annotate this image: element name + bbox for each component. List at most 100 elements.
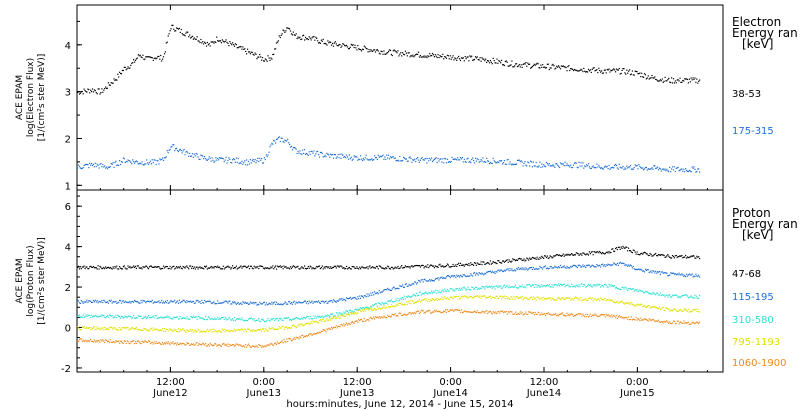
data-point (158, 300, 160, 302)
data-point (376, 306, 378, 308)
data-point (233, 44, 235, 46)
data-point (316, 321, 318, 323)
data-point (517, 312, 519, 315)
data-point (276, 341, 279, 343)
data-point (139, 342, 141, 344)
data-point (197, 156, 199, 158)
data-point (269, 59, 271, 61)
data-point (692, 309, 694, 311)
data-point (329, 328, 331, 330)
data-point (215, 265, 217, 268)
data-point (141, 317, 143, 320)
data-point (136, 317, 138, 319)
data-point (565, 315, 567, 317)
data-point (140, 163, 142, 165)
data-point (647, 320, 649, 322)
data-point (569, 315, 571, 317)
data-point (654, 253, 656, 255)
data-point (190, 330, 193, 332)
proton-series-1060-1900 (77, 309, 701, 349)
data-point (190, 315, 192, 318)
data-point (618, 301, 620, 304)
data-point (522, 314, 524, 316)
data-point (629, 319, 631, 321)
data-point (256, 58, 258, 60)
data-point (153, 159, 155, 161)
data-point (267, 55, 269, 57)
data-point (77, 340, 80, 342)
data-point (396, 315, 398, 317)
data-point (445, 265, 447, 268)
data-point (205, 266, 207, 268)
data-point (559, 162, 562, 164)
data-point (190, 343, 193, 345)
data-point (643, 271, 646, 273)
data-point (253, 330, 255, 332)
data-point (364, 295, 366, 297)
data-point (464, 310, 466, 312)
data-point (652, 270, 654, 272)
data-point (547, 312, 549, 314)
data-point (428, 160, 430, 162)
data-point (226, 345, 228, 347)
data-point (482, 58, 484, 60)
data-point (184, 344, 186, 346)
data-point (621, 286, 623, 288)
data-point (404, 265, 406, 267)
data-point (307, 265, 309, 268)
data-point (468, 161, 470, 163)
data-point (172, 301, 174, 303)
data-point (400, 52, 402, 54)
data-point (664, 76, 666, 78)
data-point (312, 334, 314, 336)
data-point (323, 320, 325, 322)
data-point (680, 296, 682, 298)
data-point (188, 155, 190, 157)
data-point (662, 81, 664, 83)
data-point (169, 265, 171, 268)
data-point (301, 302, 303, 304)
data-point (178, 343, 180, 345)
data-point (239, 344, 241, 346)
data-point (673, 166, 675, 168)
data-point (321, 315, 323, 317)
data-point (152, 59, 154, 61)
data-point (239, 46, 241, 48)
data-point (284, 301, 286, 303)
data-point (165, 328, 167, 331)
data-point (191, 329, 194, 331)
data-point (338, 325, 340, 327)
data-point (431, 300, 433, 302)
data-point (155, 301, 157, 304)
data-point (688, 323, 690, 325)
data-point (263, 268, 265, 270)
data-point (418, 291, 420, 294)
data-point (533, 165, 535, 167)
data-point (657, 292, 659, 294)
data-point (200, 302, 202, 304)
data-point (134, 265, 137, 267)
data-point (147, 56, 149, 58)
data-point (263, 320, 265, 323)
data-point (429, 309, 431, 311)
data-point (351, 313, 353, 315)
data-point (606, 68, 608, 71)
data-point (457, 275, 459, 277)
data-point (393, 300, 395, 302)
data-point (405, 301, 407, 303)
data-point (486, 285, 488, 287)
data-point (103, 166, 105, 168)
data-point (518, 268, 520, 270)
data-point (650, 320, 652, 322)
data-point (485, 58, 487, 60)
data-point (301, 38, 303, 40)
data-point (218, 344, 220, 346)
data-point (517, 65, 519, 67)
data-point (692, 321, 694, 323)
data-point (240, 162, 242, 164)
data-point (193, 316, 195, 319)
data-point (353, 266, 355, 268)
data-point (592, 67, 594, 69)
data-point (665, 294, 667, 296)
data-point (245, 329, 247, 331)
